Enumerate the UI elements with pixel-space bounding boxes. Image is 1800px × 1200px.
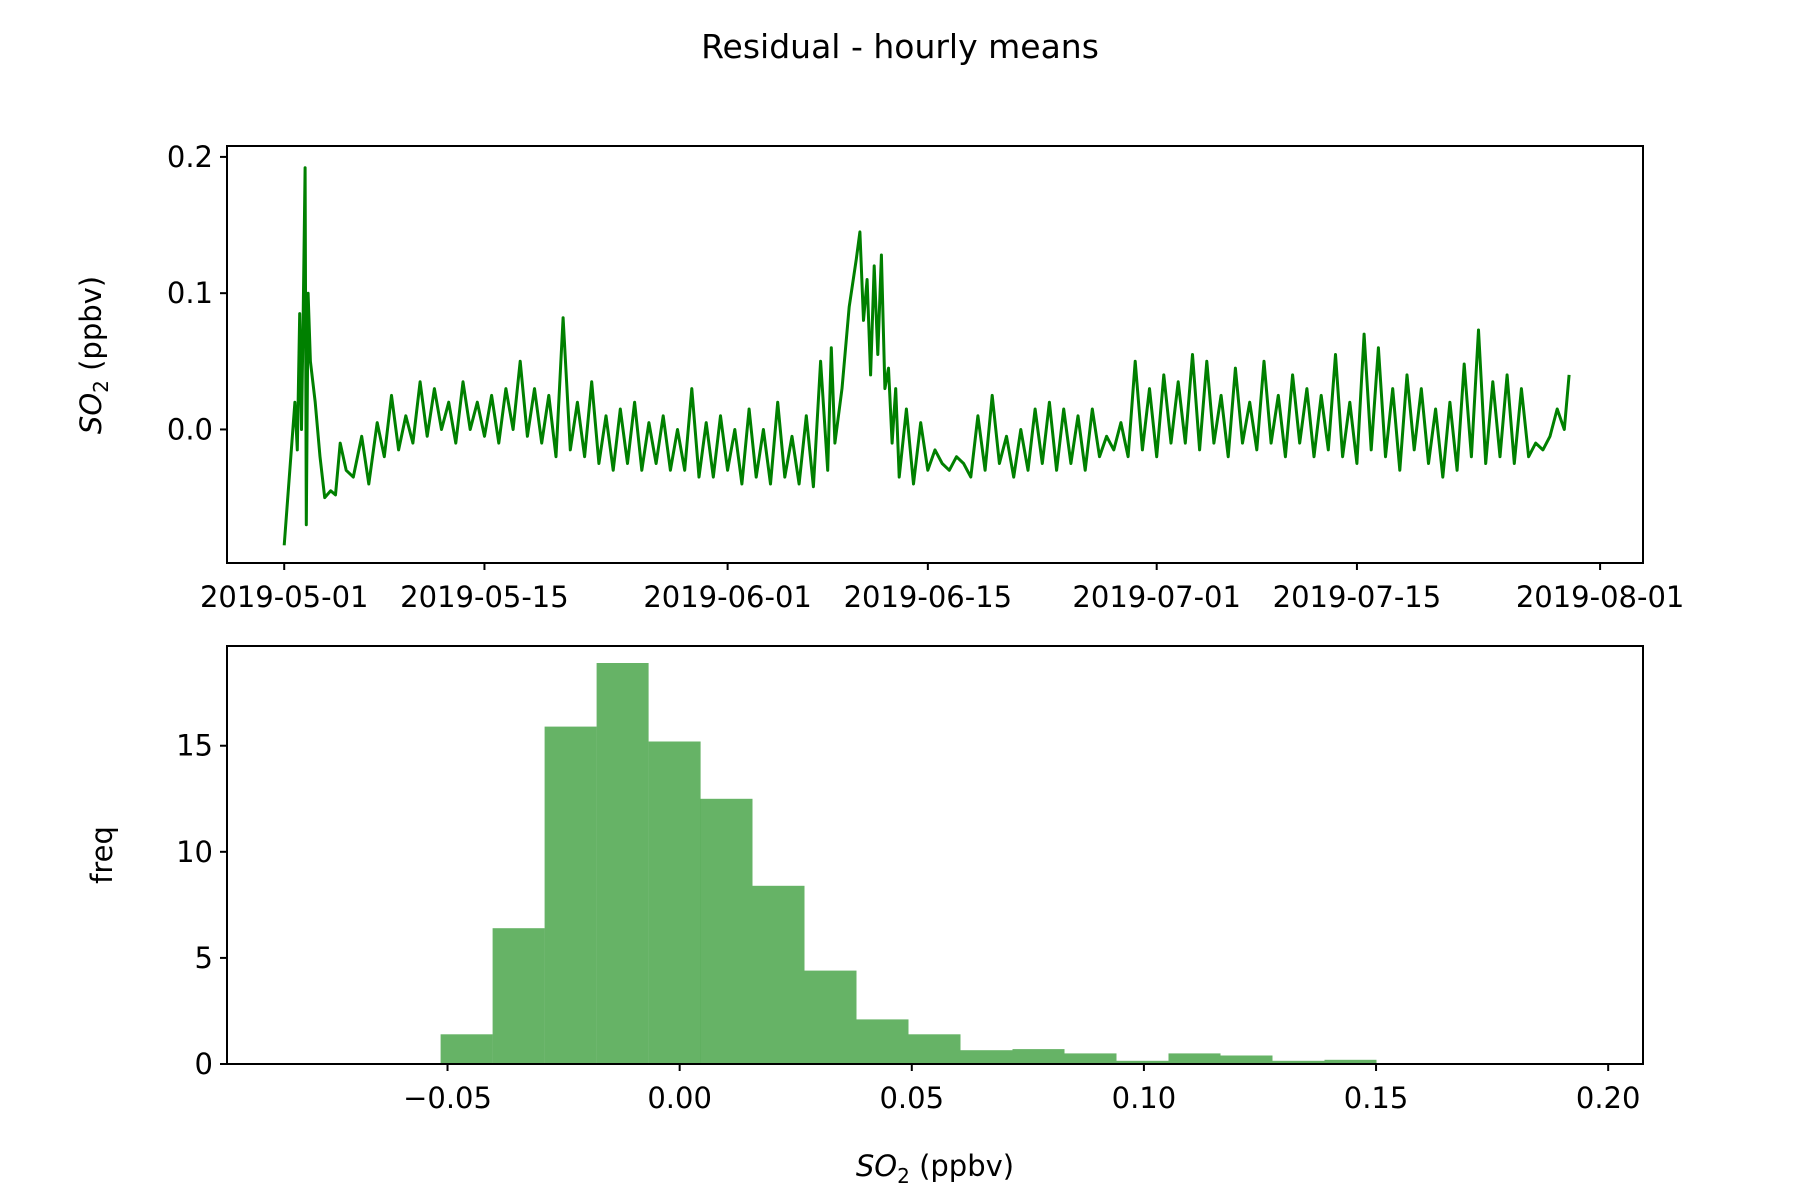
histogram-y-tick-label: 10: [176, 835, 213, 869]
histogram-y-tick-label: 5: [195, 941, 213, 975]
histogram-bars: [440, 663, 1377, 1064]
histogram-bar: [752, 885, 805, 1064]
histogram-y-ticks: 0 5 10 15: [176, 729, 227, 1081]
line-chart-y-ticks: 0.0 0.1 0.2: [167, 140, 227, 446]
histogram-x-tick-label: 0.15: [1344, 1081, 1409, 1115]
line-chart-y-tick-label: 0.1: [167, 276, 213, 310]
histogram-bar: [648, 741, 701, 1064]
histogram-xlabel-main: SO: [856, 1149, 897, 1183]
histogram-bar: [1324, 1059, 1377, 1064]
line-chart-x-tick-label: 2019-07-01: [1072, 580, 1241, 614]
histogram-bar: [544, 726, 597, 1064]
histogram-bar: [700, 798, 753, 1064]
line-chart-ylabel-main: SO: [74, 393, 108, 434]
histogram-bar: [596, 663, 649, 1064]
line-chart-x-tick-label: 2019-08-01: [1516, 580, 1685, 614]
histogram-bar: [1116, 1060, 1169, 1064]
histogram-xlabel-tail: (ppbv): [910, 1149, 1014, 1183]
histogram-bar: [960, 1050, 1013, 1064]
line-chart-ylabel: SO2 (ppbv): [74, 276, 113, 434]
histogram-panel: 0 5 10 15 −0.05 0.00 0.05 0.10 0.15 0.20 freq SO…: [85, 645, 1644, 1188]
histogram-x-tick-label: 0.10: [1112, 1081, 1177, 1115]
histogram-x-tick-label: 0.05: [879, 1081, 944, 1115]
histogram-xlabel-sub: 2: [897, 1164, 910, 1188]
line-chart-ylabel-tail: (ppbv): [74, 276, 108, 380]
histogram-x-tick-label: −0.05: [403, 1081, 492, 1115]
histogram-bar: [1220, 1055, 1273, 1064]
histogram-x-tick-label: 0.00: [647, 1081, 712, 1115]
line-chart-y-tick-label: 0.2: [167, 140, 213, 174]
histogram-bar: [492, 928, 545, 1064]
line-chart-x-tick-label: 2019-07-15: [1273, 580, 1442, 614]
histogram-bar: [1168, 1053, 1221, 1064]
histogram-bar: [1012, 1049, 1065, 1064]
line-chart-x-tick-label: 2019-05-01: [200, 580, 369, 614]
line-chart-x-ticks: 2019-05-01 2019-05-15 2019-06-01 2019-06-15…: [200, 563, 1684, 614]
histogram-x-tick-label: 0.20: [1576, 1081, 1641, 1115]
histogram-ylabel: freq: [85, 826, 119, 884]
histogram-bar: [856, 1019, 909, 1064]
line-chart-x-tick-label: 2019-05-15: [400, 580, 569, 614]
histogram-bar: [1064, 1053, 1117, 1064]
histogram-y-tick-label: 15: [176, 729, 213, 763]
histogram-y-tick-label: 0: [195, 1047, 213, 1081]
histogram-bar: [1272, 1060, 1325, 1064]
histogram-bar: [908, 1034, 961, 1064]
figure-title: Residual - hourly means: [701, 27, 1099, 66]
histogram-bar: [804, 970, 857, 1064]
line-chart-y-tick-label: 0.0: [167, 412, 213, 446]
histogram-x-ticks: −0.05 0.00 0.05 0.10 0.15 0.20: [403, 1064, 1640, 1115]
line-chart-axes-frame: [226, 145, 1644, 564]
histogram-bar: [440, 1034, 493, 1064]
line-chart-ylabel-sub: 2: [89, 380, 113, 393]
line-chart-x-tick-label: 2019-06-15: [844, 580, 1013, 614]
so2-residual-line: [282, 166, 1571, 546]
histogram-axes-frame: [226, 645, 1644, 1065]
line-chart-x-tick-label: 2019-06-01: [643, 580, 812, 614]
line-chart-panel: 0.0 0.1 0.2 2019-05-01 2019-05-15 2019-06-01…: [74, 140, 1684, 614]
histogram-xlabel: SO2 (ppbv): [856, 1149, 1014, 1188]
